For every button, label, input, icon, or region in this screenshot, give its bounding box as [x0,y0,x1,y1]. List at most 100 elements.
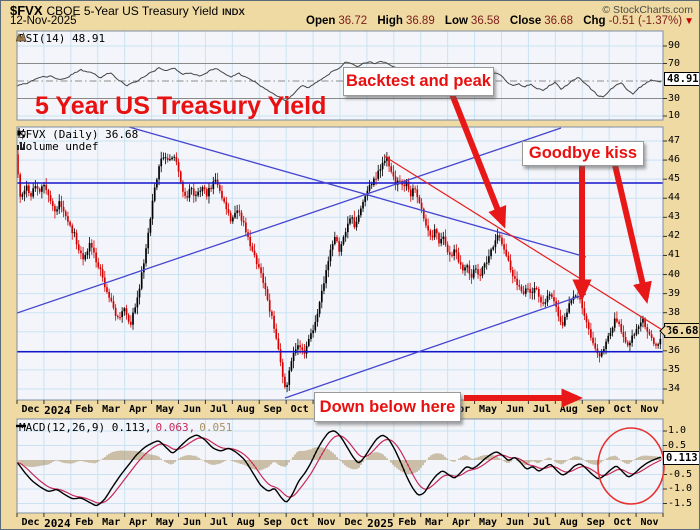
rsi-tick-label: 70 [668,57,681,69]
rsi-panel-border [16,30,664,121]
rsi-legend: RSI(14) 48.91 [16,32,105,45]
macd-tick-label: -1.5 [668,497,693,509]
month-label: Jul [209,517,228,528]
backtest-annotation-box: Backtest and peak [343,67,494,96]
rsi-tick-label: 30 [668,92,681,104]
price-value-badge: 36.68 [658,323,699,338]
macd-signal-value: 0.063, [155,421,196,434]
close-value: 36.68 [544,15,574,27]
month-label: Mar [425,517,444,528]
month-label: 2024 [44,517,71,530]
copyright-label: © StockCharts.com [602,4,693,16]
month-label: May [478,404,498,415]
month-label: Jun [505,404,525,415]
price-tick-label: 36 [668,344,681,356]
low-label: Low [444,15,468,27]
rsi-tick-label: 10 [668,110,681,121]
month-label: Aug [236,404,255,415]
volume-legend-label: Volume undef [19,140,99,153]
price-legend-label: $FVX (Daily) 36.68 [19,128,139,141]
month-label: Nov [317,517,336,528]
month-label: Sep [263,404,282,415]
month-label: Sep [586,517,605,528]
month-label: May [155,404,175,415]
exchange-label: INDX [222,7,245,18]
month-label: Feb [75,404,94,415]
month-label: Feb [398,517,417,528]
month-label: Oct [290,517,309,528]
chart-annotation-title: 5 Year US Treasury Yield [35,92,327,120]
price-legend: $FVX (Daily) 36.68 [16,128,138,141]
rsi-value-badge: 48.91 [664,72,699,86]
price-tick-label: 46 [668,154,681,166]
price-tick-label: 34 [668,383,681,394]
macd-main-line [17,430,662,507]
goodbye-kiss-annotation-box: Goodbye kiss [522,141,644,166]
month-label: Mar [102,404,121,415]
price-tick-label: 47 [668,135,681,146]
open-value: 36.72 [338,15,368,27]
month-label: Nov [640,404,659,415]
price-tick-label: 42 [668,230,681,242]
month-label: Aug [559,404,578,415]
price-tick-label: 39 [668,287,681,299]
close-label: Close [509,15,542,27]
ascending-support-lower [284,293,587,399]
volume-legend: Volume undef [16,140,98,153]
candles-down-bodies [17,154,657,387]
month-label: Dec [21,517,40,528]
price-layer [17,127,663,399]
month-label: Dec [344,517,363,528]
month-label: Aug [559,517,578,528]
month-label: Jun [182,404,202,415]
rsi-layer [17,60,663,102]
quote-row: 12-Nov-2025 Open 36.72 High 36.89 Low 36.58… [10,15,696,28]
price-tick-label: 38 [668,306,681,318]
macd-hist-value: 0.051 [199,421,233,434]
month-label: Jun [505,517,525,528]
downtrend-line [383,155,663,332]
ohlc-quote: Open 36.72 High 36.89 Low 36.58 Close 36.68 … [299,15,694,27]
high-label: High [377,15,403,27]
month-label: 2024 [44,404,71,417]
macd-tick-label: 1.0 [668,425,687,436]
month-label: 2025 [367,517,394,530]
price-tick-label: 44 [668,192,681,204]
month-label: Oct [290,404,309,415]
chart-header: $FVX CBOE 5-Year US Treasury Yield INDX © … [10,2,696,18]
month-label: Apr [129,404,148,415]
macd-legend: MACD(12,26,9) 0.113, 0.063, 0.051 [16,421,232,434]
open-label: Open [306,15,336,27]
month-label: Dec [21,404,40,415]
candles-up-bodies [21,156,662,387]
price-tick-label: 43 [668,211,681,223]
month-label: Feb [75,517,94,528]
price-badge-text: 36.68 [665,324,699,337]
macd-tick-label: -1.0 [668,483,693,494]
rsi-line [17,60,661,102]
macd-value-badge: 0.113 [663,451,699,465]
month-label: Apr [452,404,471,415]
macd-tick-label: -0.5 [668,468,693,480]
high-value: 36.89 [405,15,435,27]
month-label: Jul [532,517,551,528]
rsi-tick-label: 90 [668,40,681,51]
change-down-arrow-icon: ▼ [684,16,694,27]
month-label: Apr [452,517,471,528]
month-label: May [155,517,175,528]
month-label: Aug [236,517,255,528]
month-label: Oct [613,517,632,528]
month-label: May [478,517,498,528]
month-label: Apr [129,517,148,528]
month-label: Jul [209,404,228,415]
month-label: Jul [532,404,551,415]
month-label: Sep [263,517,282,528]
month-label: Mar [102,517,121,528]
month-label: Sep [586,404,605,415]
axis-ticks [16,45,667,517]
price-tick-label: 40 [668,268,681,280]
price-tick-label: 45 [668,173,681,185]
security-name: CBOE 5-Year US Treasury Yield [46,4,219,18]
